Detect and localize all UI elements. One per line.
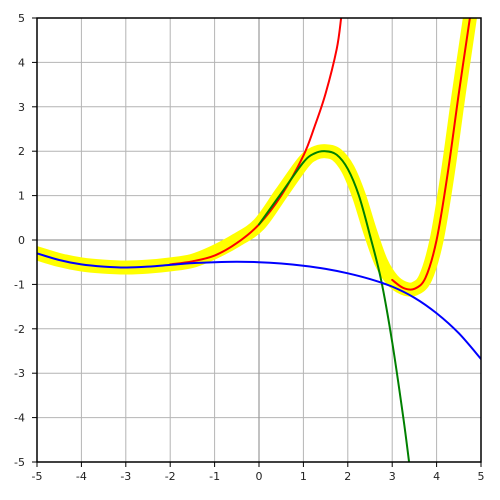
- x-tick-label: -5: [32, 470, 43, 483]
- x-tick-label: 1: [300, 470, 307, 483]
- y-tick-label: 1: [18, 190, 25, 203]
- x-tick-label: 3: [389, 470, 396, 483]
- series-line-2: [391, 18, 471, 291]
- x-tick-label: -4: [76, 470, 87, 483]
- x-tick-label: 4: [433, 470, 440, 483]
- x-tick-label: 0: [256, 470, 263, 483]
- y-tick-label: 2: [18, 145, 25, 158]
- x-tick-label: -1: [209, 470, 220, 483]
- y-tick-label: -2: [14, 323, 25, 336]
- y-tick-label: 5: [18, 12, 25, 25]
- y-tick-label: 0: [18, 234, 25, 247]
- y-tick-label: -1: [14, 278, 25, 291]
- x-tick-label: 2: [344, 470, 351, 483]
- series-line-3: [258, 150, 411, 462]
- x-tick-label: -3: [120, 470, 131, 483]
- x-tick-label: -2: [165, 470, 176, 483]
- y-tick-label: -3: [14, 367, 25, 380]
- y-tick-label: 4: [18, 56, 25, 69]
- x-tick-label: 5: [478, 470, 485, 483]
- y-tick-label: -4: [14, 412, 25, 425]
- series-line-4: [37, 252, 481, 360]
- series-line-0: [37, 18, 477, 297]
- series-line-1: [169, 18, 343, 266]
- y-tick-label: -5: [14, 456, 25, 469]
- y-tick-label: 3: [18, 101, 25, 114]
